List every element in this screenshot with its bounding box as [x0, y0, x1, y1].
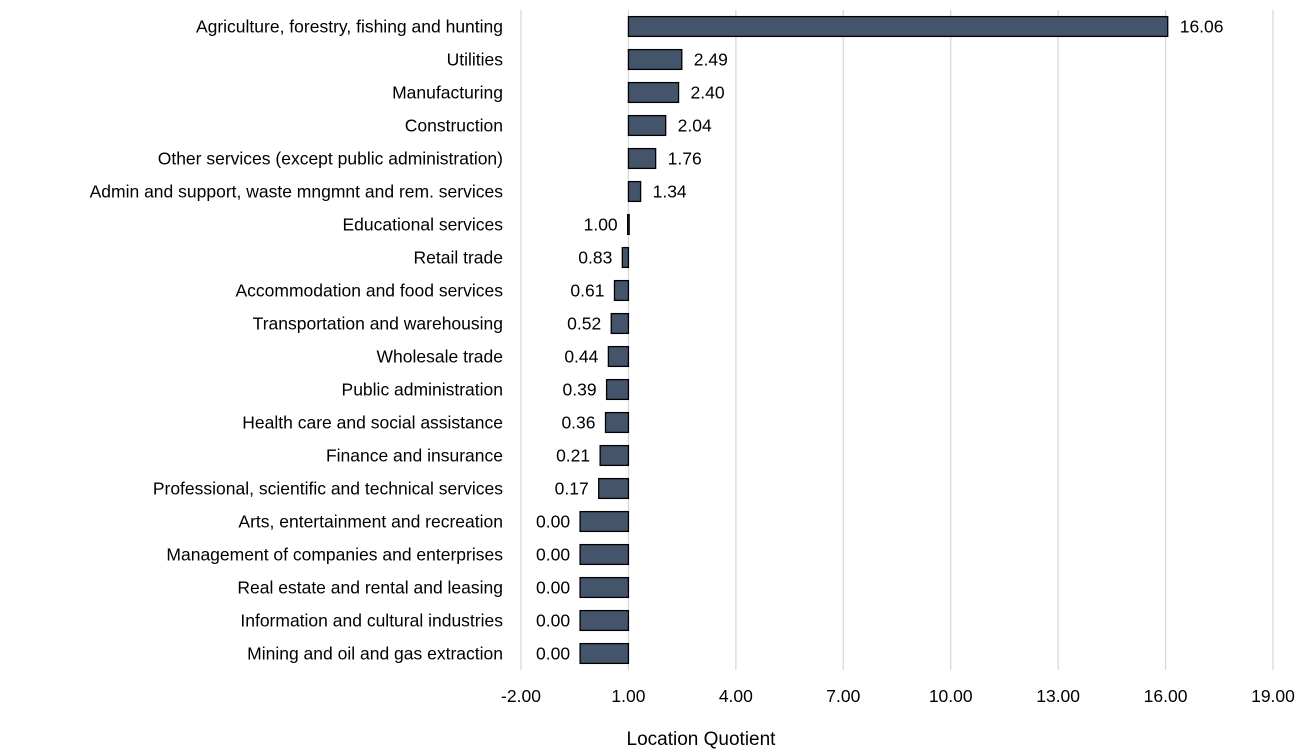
value-label: 0.39 — [563, 380, 597, 400]
value-label: 0.52 — [567, 314, 601, 334]
category-label: Professional, scientific and technical s… — [153, 479, 503, 499]
value-label: 0.44 — [564, 347, 598, 367]
x-axis-title: Location Quotient — [627, 729, 777, 750]
category-label: Accommodation and food services — [236, 281, 504, 301]
value-label: 1.00 — [584, 215, 618, 235]
value-label: 0.21 — [556, 446, 590, 466]
category-labels: Agriculture, forestry, fishing and hunti… — [90, 17, 504, 664]
category-label: Real estate and rental and leasing — [237, 578, 503, 598]
value-label: 0.00 — [536, 512, 570, 532]
category-label: Agriculture, forestry, fishing and hunti… — [196, 17, 503, 37]
value-label: 0.00 — [536, 644, 570, 664]
category-label: Wholesale trade — [377, 347, 503, 367]
gridlines — [520, 10, 1274, 670]
bar — [579, 543, 630, 566]
category-label: Health care and social assistance — [242, 413, 503, 433]
value-label: 0.61 — [570, 281, 604, 301]
bar — [607, 345, 630, 368]
value-label: 0.83 — [578, 248, 612, 268]
x-tick-label: 10.00 — [929, 686, 973, 706]
x-tick-label: 7.00 — [826, 686, 860, 706]
category-label: Management of companies and enterprises — [166, 545, 503, 565]
bar — [627, 81, 680, 104]
category-label: Finance and insurance — [326, 446, 503, 466]
category-label: Construction — [405, 116, 503, 136]
bar — [610, 312, 630, 335]
category-label: Public administration — [342, 380, 503, 400]
x-tick-label: 19.00 — [1251, 686, 1295, 706]
value-label: 0.17 — [555, 479, 589, 499]
category-label: Arts, entertainment and recreation — [238, 512, 503, 532]
category-label: Educational services — [343, 215, 504, 235]
value-label: 0.36 — [561, 413, 595, 433]
bar — [621, 246, 630, 269]
category-label: Mining and oil and gas extraction — [247, 644, 503, 664]
value-label: 2.04 — [678, 116, 712, 136]
category-label: Utilities — [447, 50, 504, 70]
value-label: 1.76 — [668, 149, 702, 169]
bar — [627, 114, 667, 137]
value-label: 0.00 — [536, 611, 570, 631]
category-label: Admin and support, waste mngmnt and rem.… — [90, 182, 504, 202]
bar — [605, 378, 630, 401]
bar — [627, 15, 1169, 38]
bar — [627, 213, 630, 236]
x-tick-label: -2.00 — [501, 686, 541, 706]
bar — [627, 147, 657, 170]
bar — [599, 444, 630, 467]
bar — [613, 279, 630, 302]
x-tick-labels: -2.00 1.00 4.00 7.00 10.00 13.00 16.00 19.00 — [501, 686, 1295, 706]
value-label: 1.34 — [653, 182, 687, 202]
value-label: 16.06 — [1180, 17, 1224, 37]
bar — [627, 180, 642, 203]
category-label: Information and cultural industries — [240, 611, 503, 631]
value-label: 2.49 — [694, 50, 728, 70]
bar — [604, 411, 630, 434]
x-tick-label: 13.00 — [1036, 686, 1080, 706]
category-label: Transportation and warehousing — [253, 314, 503, 334]
category-label: Manufacturing — [392, 83, 503, 103]
bar — [579, 510, 630, 533]
value-label: 0.00 — [536, 545, 570, 565]
x-tick-label: 4.00 — [719, 686, 753, 706]
x-tick-label: 16.00 — [1144, 686, 1188, 706]
bar — [579, 609, 630, 632]
bar — [579, 642, 630, 665]
bar — [579, 576, 630, 599]
bars — [579, 15, 1169, 665]
bar — [598, 477, 630, 500]
category-label: Other services (except public administra… — [158, 149, 503, 169]
x-tick-label: 1.00 — [611, 686, 645, 706]
bar — [627, 48, 683, 71]
value-label: 0.00 — [536, 578, 570, 598]
value-labels: 16.06 2.49 2.40 2.04 1.76 1.34 1.00 0.83 0.61 0.5… — [536, 17, 1223, 664]
category-label: Retail trade — [414, 248, 504, 268]
value-label: 2.40 — [691, 83, 725, 103]
